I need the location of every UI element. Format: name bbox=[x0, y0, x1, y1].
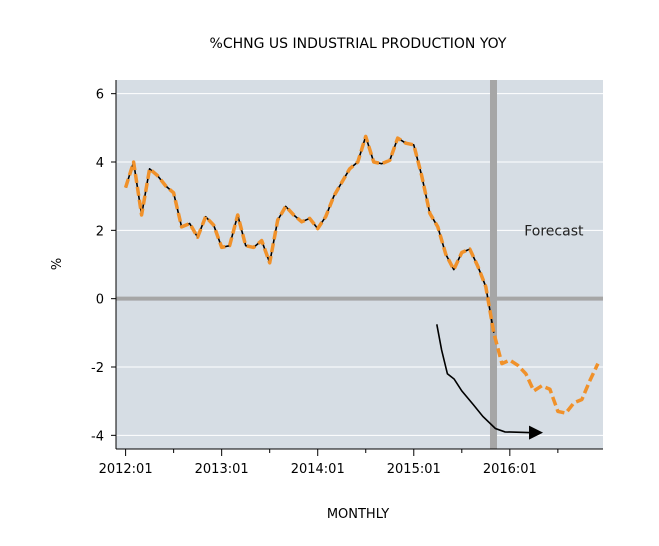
y-axis-title: % bbox=[50, 258, 65, 270]
x-tick-label: 2014:01 bbox=[291, 462, 345, 477]
trend-arrow-head bbox=[529, 425, 544, 440]
reference-lines bbox=[116, 80, 603, 449]
axes: 6 4 2 0 -2 -4 2012:01 2013:01 2014:01 2015:01 2016… bbox=[91, 80, 603, 477]
x-axis-title: MONTHLY bbox=[327, 507, 389, 522]
plot-area bbox=[116, 80, 603, 449]
y-tick-label: 2 bbox=[96, 224, 104, 239]
series-layer bbox=[123, 134, 600, 415]
y-tick-label: -4 bbox=[91, 429, 104, 444]
annotation-layer: Forecast bbox=[524, 223, 584, 239]
trend-arrow-line bbox=[436, 324, 530, 434]
forecast-annotation: Forecast bbox=[524, 223, 584, 239]
y-tick-label: 6 bbox=[96, 88, 104, 103]
y-tick-label: 4 bbox=[96, 156, 104, 171]
arrow-layer bbox=[436, 324, 544, 440]
x-tick-label: 2013:01 bbox=[195, 462, 249, 477]
series-line-forecast bbox=[123, 134, 600, 415]
chart-title: %CHNG US INDUSTRIAL PRODUCTION YOY bbox=[210, 36, 507, 52]
y-tick-label: 0 bbox=[96, 293, 104, 308]
y-tick-label: -2 bbox=[91, 361, 104, 376]
x-tick-label: 2015:01 bbox=[387, 462, 441, 477]
x-tick-label: 2012:01 bbox=[99, 462, 153, 477]
x-tick-label: 2016:01 bbox=[483, 462, 537, 477]
